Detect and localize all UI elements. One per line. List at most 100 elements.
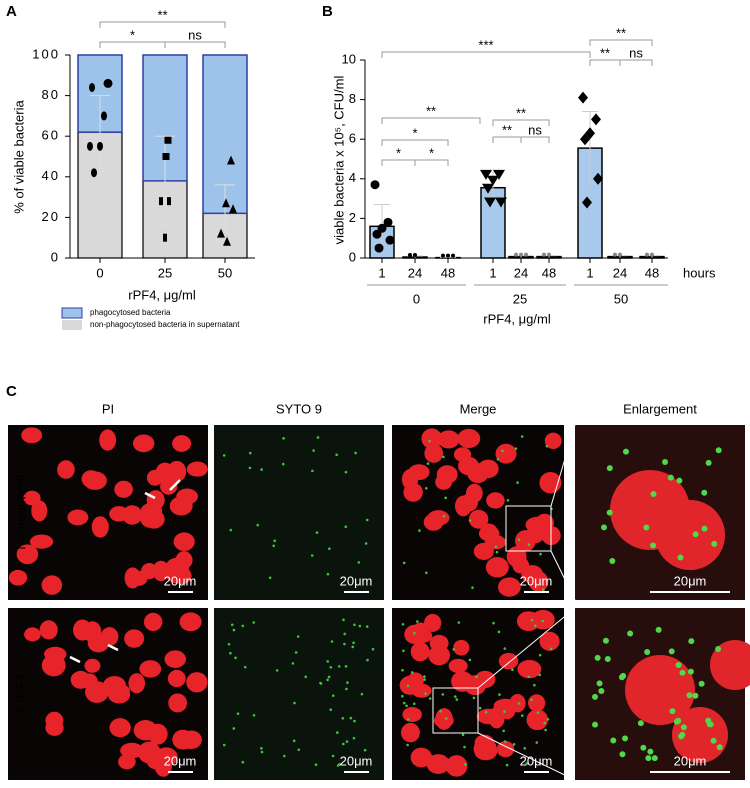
bacterium [237,712,240,715]
nucleus [187,462,208,477]
bacterium [343,633,346,636]
nucleus [9,570,27,586]
nucleus [486,557,509,578]
nucleus [478,460,499,479]
data-point [163,234,167,242]
bacterium [688,638,694,644]
bacterium [686,692,692,698]
scale-bar-label: 20μm [340,753,373,768]
data-point [613,253,617,257]
data-point [167,197,171,205]
y-tick-label: 80 [42,87,60,102]
bacterium [413,702,416,705]
data-point [371,180,380,189]
nucleus [165,650,186,667]
nucleus [655,500,725,570]
x-tick-label: 1 [586,265,593,280]
micrograph: 20μm [214,425,384,600]
bacterium [471,586,474,589]
bacterium [403,702,406,705]
bacterium [458,621,461,624]
bacterium [669,648,675,654]
group-label: 25 [513,291,527,306]
bacterium [260,468,263,471]
nucleus [101,627,119,646]
nucleus [401,723,420,743]
bacterium [407,718,410,721]
bacterium [319,682,322,685]
nucleus [512,557,529,573]
x-tick-label: 1 [489,265,496,280]
nucleus [408,464,429,480]
bacterium [605,656,611,662]
bacterium [241,761,244,764]
bacterium [538,674,541,677]
bacterium [513,743,516,746]
significance-bracket [590,60,620,66]
bacterium [706,460,712,466]
data-point [519,253,523,257]
y-tick-label: 100 [32,46,60,61]
bacterium [498,631,501,634]
bacterium [282,463,285,466]
significance-bracket [100,22,225,28]
bacterium [515,447,518,450]
nucleus [402,707,421,722]
bacterium [622,735,628,741]
bacterium [542,588,545,591]
bacterium [469,519,472,522]
bacterium [223,744,226,747]
bacterium [715,646,721,652]
bacterium [326,679,329,682]
panel-label: A [6,3,17,20]
bacterium [693,531,699,537]
y-tick-label: 10 [342,51,356,66]
x-axis-label: rPF4, μg/ml [128,287,196,302]
bacterium [350,717,353,720]
data-point [386,236,395,245]
bacterium [234,657,237,660]
data-point [514,253,518,257]
nucleus [168,693,187,712]
bacterium [366,625,369,628]
nucleus [99,429,116,450]
bacterium [523,747,526,750]
bacterium [327,573,330,576]
nucleus [430,635,449,652]
bacterium [498,693,501,696]
bacterium [439,710,442,713]
bacterium [475,676,478,679]
nucleus [44,647,66,662]
data-point [578,92,588,104]
bacterium [495,546,498,549]
significance-label: * [429,145,434,160]
bacterium [647,749,653,755]
bacterium [521,714,524,717]
bacterium [297,748,300,751]
bacterium [366,659,369,662]
bacterium [276,669,279,672]
bacterium [677,555,683,561]
bacterium [332,694,335,697]
bacterium [547,718,550,721]
bacterium [445,717,448,720]
bacterium [342,618,345,621]
data-point [591,113,601,125]
nucleus [496,444,517,464]
significance-bracket [521,137,549,143]
nucleus [499,653,518,669]
nucleus [172,730,193,750]
bacterium [418,529,421,532]
nucleus [57,460,75,479]
y-tick-label: 4 [349,170,356,185]
bacterium [592,694,598,700]
nucleus [82,470,101,487]
nucleus [458,457,479,476]
legend-swatch [62,320,82,330]
bacterium [676,662,682,668]
significance-label: * [412,125,417,140]
nucleus [73,620,92,641]
bacterium [344,525,347,528]
bacterium [688,669,694,675]
nucleus [498,577,521,596]
